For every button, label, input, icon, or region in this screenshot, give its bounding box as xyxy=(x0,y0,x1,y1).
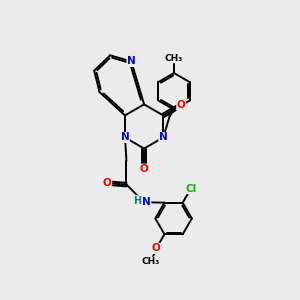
Text: N: N xyxy=(127,56,136,66)
Text: O: O xyxy=(177,100,185,110)
Text: CH₃: CH₃ xyxy=(142,257,160,266)
Text: CH₃: CH₃ xyxy=(165,54,183,63)
Text: N: N xyxy=(121,133,129,142)
Text: O: O xyxy=(140,164,148,174)
Text: N: N xyxy=(142,197,151,207)
Text: O: O xyxy=(103,178,112,188)
Text: O: O xyxy=(152,243,161,253)
Text: N: N xyxy=(159,133,168,142)
Text: Cl: Cl xyxy=(185,184,196,194)
Text: H: H xyxy=(134,196,142,206)
